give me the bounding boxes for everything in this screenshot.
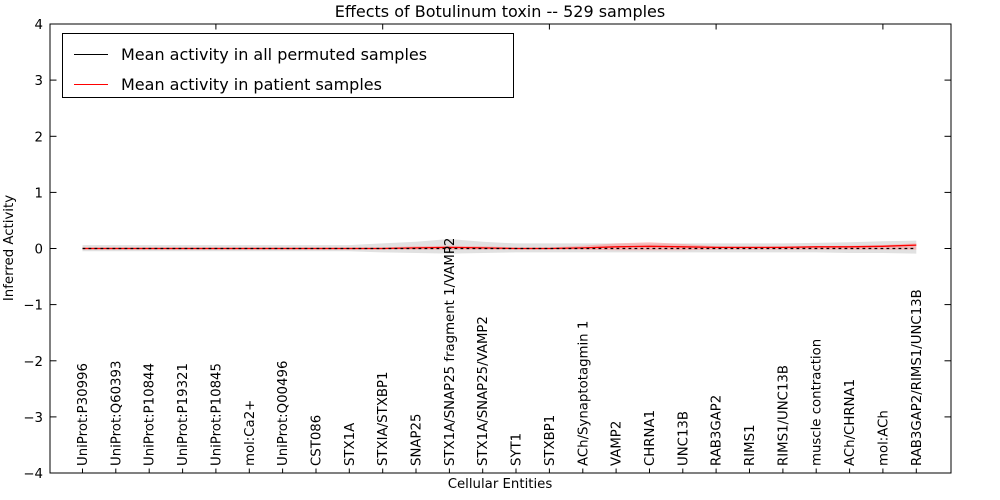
y-tick-label: −3 [23, 411, 43, 426]
x-category-label: STX1A/SNAP25 fragment 1/VAMP2 [443, 238, 458, 466]
x-category-label: VAMP2 [610, 421, 625, 466]
chart-title: Effects of Botulinum toxin -- 529 sample… [334, 2, 666, 21]
x-category-label: UniProt:P19321 [176, 363, 191, 466]
x-category-label: UniProt:P10844 [143, 363, 158, 466]
x-category-label: CHRNA1 [643, 410, 658, 466]
y-tick-label: −2 [23, 355, 43, 370]
x-category-label: mol:Ca2+ [243, 400, 258, 466]
x-category-label: CST086 [310, 415, 325, 466]
legend-box: Mean activity in all permuted samples Me… [62, 33, 514, 98]
y-tick-label: 1 [35, 186, 43, 201]
x-category-label: STX1A [343, 423, 358, 466]
x-category-label: UniProt:Q00496 [276, 361, 291, 466]
y-tick-label: 3 [35, 74, 43, 89]
plot-border [49, 23, 952, 474]
x-category-label: STXBP1 [543, 415, 558, 466]
y-tick-label: 4 [35, 18, 43, 33]
x-category-label: UniProt:Q60393 [109, 361, 124, 466]
x-category-label: RAB3GAP2/RIMS1/UNC13B [910, 289, 925, 466]
x-category-label: RIMS1 [743, 424, 758, 466]
x-category-label: ACh/CHRNA1 [843, 379, 858, 466]
x-category-label: SYT1 [510, 433, 525, 466]
permuted-line-sample-icon [74, 53, 108, 55]
x-category-label: UniProt:P30996 [76, 363, 91, 466]
y-axis-label: Inferred Activity [2, 194, 17, 302]
patient-line-sample-icon [74, 83, 108, 85]
permuted-confidence-band [82, 239, 917, 254]
y-tick-label: −1 [23, 299, 43, 314]
x-category-label: UniProt:P10845 [209, 363, 224, 466]
x-axis-label: Cellular Entities [447, 477, 553, 492]
x-category-label: mol:ACh [876, 410, 891, 466]
x-category-label: RAB3GAP2 [710, 395, 725, 466]
legend-label-patient: Mean activity in patient samples [121, 74, 382, 94]
legend-label-permuted: Mean activity in all permuted samples [121, 44, 428, 64]
legend-entry-patient: Mean activity in patient samples [63, 69, 513, 99]
x-category-label: UNC13B [676, 411, 691, 466]
x-category-label: STX1A/SNAP25/VAMP2 [476, 316, 491, 466]
legend-entry-permuted: Mean activity in all permuted samples [63, 39, 513, 69]
x-category-label: SNAP25 [410, 414, 425, 466]
y-tick-label: 0 [35, 243, 43, 258]
x-category-label: ACh/Synaptotagmin 1 [576, 321, 591, 466]
x-category-label: STXIA/STXBP1 [376, 372, 391, 466]
x-category-label: RIMS1/UNC13B [776, 365, 791, 466]
y-tick-label: 2 [35, 130, 43, 145]
y-tick-label: −4 [23, 467, 43, 482]
x-category-label: muscle contraction [810, 339, 825, 466]
